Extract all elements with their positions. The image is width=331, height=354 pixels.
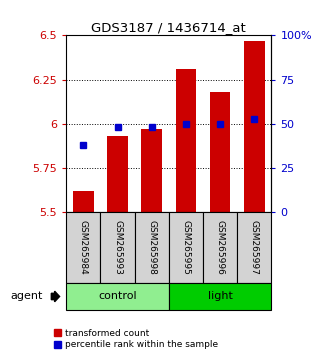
Bar [141,129,162,212]
Bar [169,212,203,283]
Text: GSM265997: GSM265997 [250,220,259,275]
Legend: transformed count, percentile rank within the sample: transformed count, percentile rank withi… [54,329,218,349]
Bar [169,283,271,310]
Text: GSM265984: GSM265984 [79,221,88,275]
Text: light: light [208,291,233,302]
Title: GDS3187 / 1436714_at: GDS3187 / 1436714_at [91,21,246,34]
Bar [135,212,169,283]
Bar [244,41,264,212]
Bar [203,212,237,283]
Bar [176,69,196,212]
Bar [66,212,100,283]
Bar [210,92,230,212]
Text: agent: agent [10,291,42,302]
Bar [73,191,94,212]
Text: GSM265995: GSM265995 [181,220,190,275]
Bar [100,212,135,283]
Text: GSM265996: GSM265996 [215,220,225,275]
Text: control: control [98,291,137,302]
Bar [66,283,169,310]
Bar [107,136,128,212]
Text: GSM265993: GSM265993 [113,220,122,275]
Text: GSM265998: GSM265998 [147,220,156,275]
Bar [237,212,271,283]
